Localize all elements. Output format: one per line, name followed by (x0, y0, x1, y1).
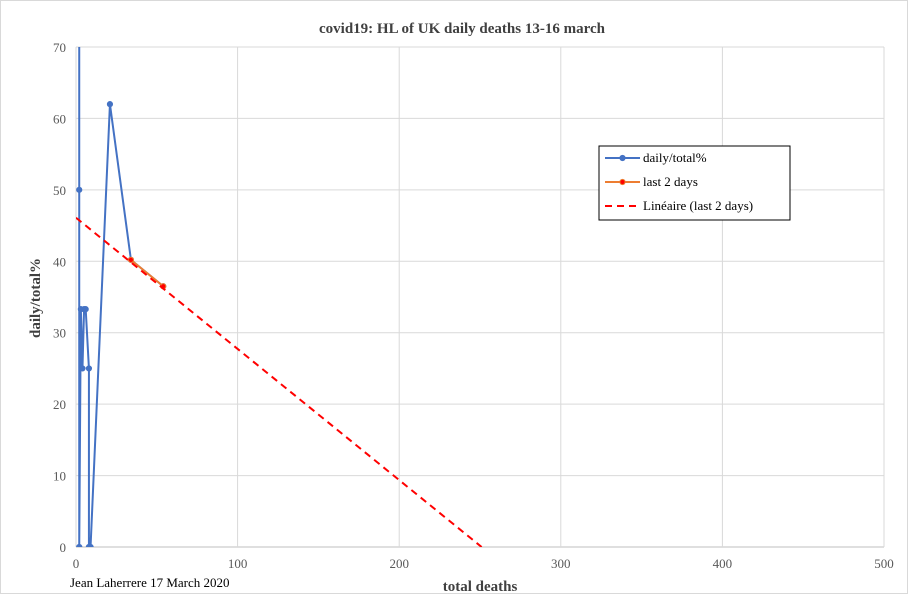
series-1 (127, 256, 167, 290)
y-tick-label: 40 (53, 254, 66, 269)
y-tick-label: 70 (53, 40, 66, 55)
x-tick-label: 400 (713, 556, 733, 571)
legend-marker (619, 154, 626, 162)
series-2 (76, 216, 483, 547)
chart-title: covid19: HL of UK daily deaths 13-16 mar… (319, 21, 606, 37)
legend-label: last 2 days (643, 174, 698, 189)
data-point (76, 186, 83, 193)
x-tick-label: 0 (73, 556, 80, 571)
series-layer (76, 47, 483, 547)
data-point (82, 306, 89, 313)
y-tick-label: 10 (53, 469, 66, 484)
legend: daily/total% last 2 days Linéaire (last 2 … (598, 145, 791, 221)
y-tick-label: 20 (53, 397, 66, 412)
legend-item: Linéaire (last 2 days) (605, 198, 753, 213)
x-tick-label: 300 (551, 556, 571, 571)
x-tick-label: 100 (228, 556, 248, 571)
x-tick-label: 500 (874, 556, 894, 571)
data-point (76, 543, 83, 547)
series-line (76, 216, 483, 547)
legend-label: daily/total% (643, 150, 707, 165)
y-tick-label: 60 (53, 111, 66, 126)
y-tick-label: 30 (53, 326, 66, 341)
data-point (85, 365, 93, 372)
series-0 (76, 47, 167, 547)
legend-item: last 2 days (605, 174, 698, 189)
tick-labels: 0 10 20 30 40 50 60 70 0 100 200 300 400 500 (53, 40, 894, 571)
series-line (78, 47, 164, 547)
credit-note: Jean Laherrere 17 March 2020 (70, 575, 230, 590)
legend-item: daily/total% (605, 150, 707, 165)
y-tick-label: 0 (60, 540, 67, 555)
x-tick-label: 200 (389, 556, 409, 571)
x-axis-title: total deaths (443, 579, 518, 595)
legend-marker (619, 178, 626, 186)
gridlines (75, 46, 885, 548)
data-point (127, 256, 135, 263)
series-line (130, 259, 164, 288)
data-point (79, 365, 86, 372)
data-point (106, 101, 114, 108)
y-tick-label: 50 (53, 183, 66, 198)
y-axis-title: daily/total% (28, 258, 44, 338)
data-point (87, 543, 94, 547)
legend-label: Linéaire (last 2 days) (643, 198, 753, 213)
